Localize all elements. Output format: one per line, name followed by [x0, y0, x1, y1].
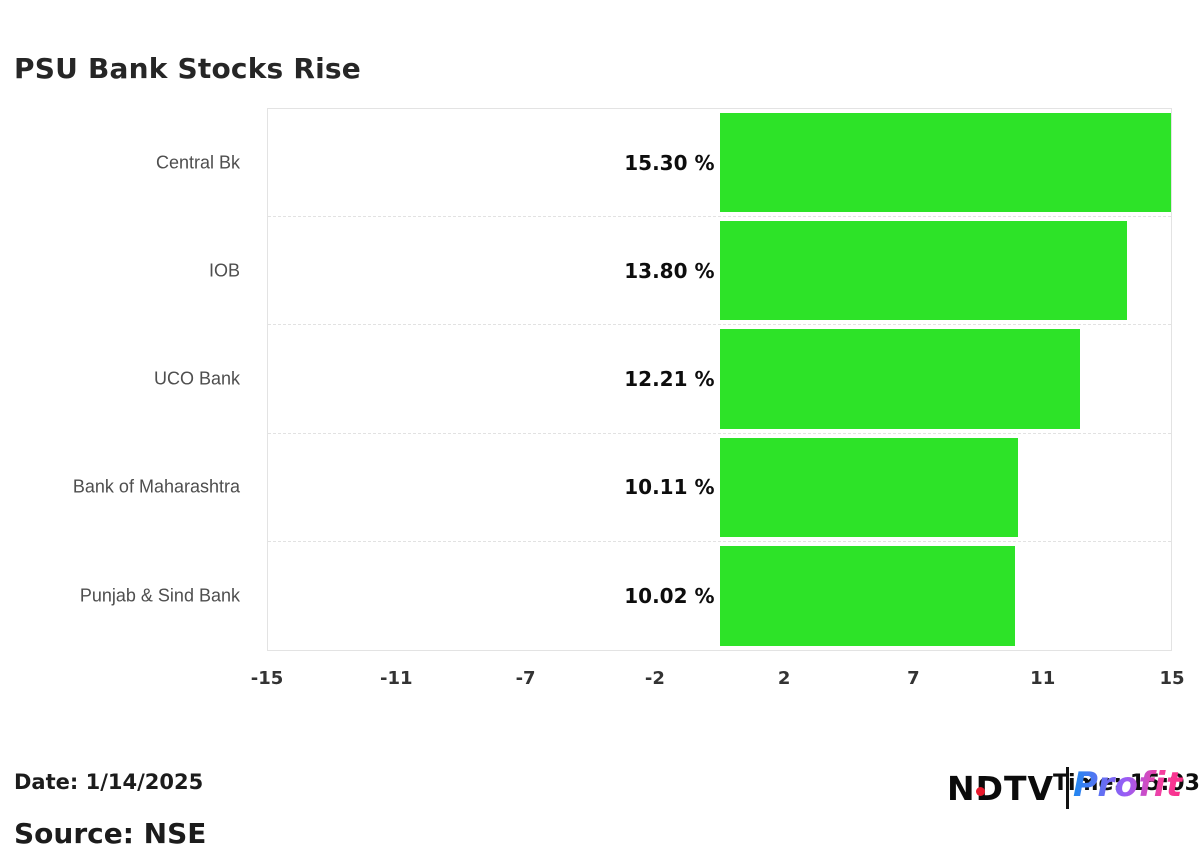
bar	[719, 329, 1080, 429]
category-label: IOB	[208, 260, 240, 281]
value-label: 15.30 %	[624, 150, 715, 175]
time-label: Time: 15:03	[1053, 771, 1200, 796]
category-label: Bank of Maharashtra	[72, 476, 240, 497]
x-tick-label: 11	[1030, 668, 1056, 689]
x-tick-label: -15	[250, 668, 284, 689]
infographic-canvas: { "title": "PSU Bank Stocks Rise", "char…	[14, 52, 1200, 850]
bar-row: Central Bk 15.30 %	[156, 109, 1171, 218]
chart-title: PSU Bank Stocks Rise	[14, 52, 361, 85]
bar-row: Punjab & Sind Bank 10.02 %	[80, 542, 1171, 650]
date-label: Date: 1/14/2025	[14, 770, 204, 794]
bar	[719, 545, 1016, 646]
bar-row: Bank of Maharashtra 10.11 %	[73, 434, 1171, 542]
x-tick-label: -7	[515, 668, 536, 689]
category-label: Punjab & Sind Bank	[79, 585, 240, 606]
category-label: Central Bk	[155, 152, 240, 173]
category-label: UCO Bank	[153, 368, 240, 389]
value-label: 10.11 %	[624, 475, 715, 500]
ndtv-logo-text: NDTV	[947, 769, 1055, 808]
x-tick-label: 7	[907, 668, 920, 689]
bar-row: UCO Bank 12.21 %	[154, 325, 1171, 434]
bar	[719, 113, 1171, 213]
value-label: 12.21 %	[624, 366, 715, 391]
x-tick-label: -11	[380, 668, 413, 689]
x-tick-label: -2	[644, 668, 665, 689]
x-tick-label: 15	[1159, 668, 1185, 689]
x-tick-label: 2	[777, 668, 791, 689]
chart-rows: Central Bk 15.30 % IOB 13.80 % UCO Bank 12.21…	[73, 109, 1171, 650]
source-label: Source: NSE	[14, 817, 207, 850]
bar	[719, 221, 1127, 321]
bar	[719, 437, 1018, 537]
profit-logo-text: Profit	[1073, 765, 1183, 805]
ndtv-red-dot-icon	[976, 787, 985, 796]
value-label: 10.02 %	[624, 583, 715, 608]
value-label: 13.80 %	[624, 258, 715, 283]
logo-separator-bar	[1066, 767, 1069, 809]
plot-area: Central Bk 15.30 % IOB 13.80 % UCO Bank 12.21…	[73, 108, 1172, 651]
bar-row: IOB 13.80 %	[209, 217, 1171, 326]
x-axis: -15 -11 -7 -2 2 7 11 15	[251, 668, 1185, 698]
